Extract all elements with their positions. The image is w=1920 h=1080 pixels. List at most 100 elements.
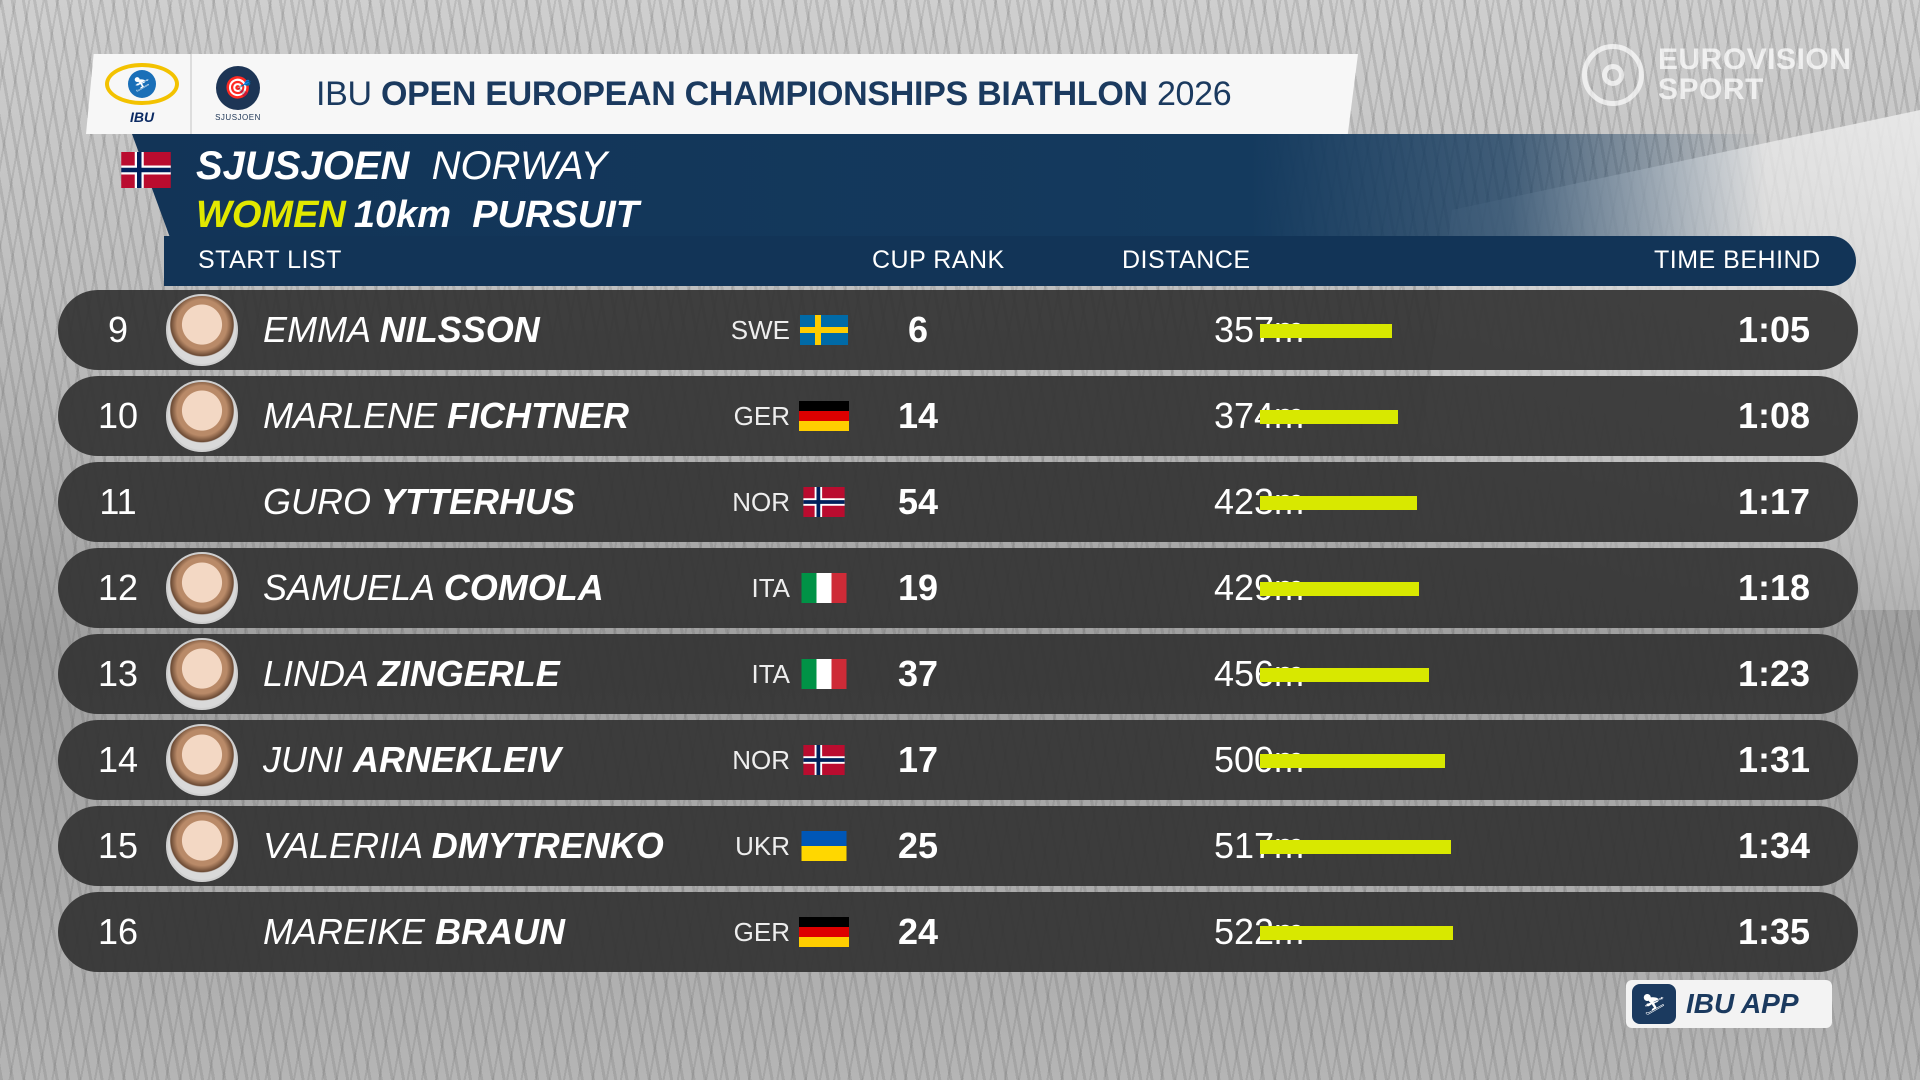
germany-flag-icon bbox=[798, 917, 850, 947]
time-behind-value: 1:18 bbox=[1737, 567, 1810, 608]
sweden-flag-icon bbox=[798, 315, 850, 345]
time-behind-value: 1:34 bbox=[1737, 825, 1810, 866]
nation-code: UKR bbox=[735, 831, 790, 861]
germany-flag-icon bbox=[798, 401, 850, 431]
norway-flag-icon bbox=[798, 487, 850, 517]
event-venue: SJUSJOEN NORWAY bbox=[196, 144, 607, 189]
athlete-first-name: EMMA bbox=[263, 309, 370, 350]
cup-rank-value: 37 bbox=[897, 653, 939, 694]
sjusjoen-logo-text: SJUSJOEN bbox=[215, 113, 261, 122]
cup-rank-value: 6 bbox=[907, 309, 929, 350]
distance-bar bbox=[1260, 410, 1398, 424]
athlete-name: VALERIIA DMYTRENKO bbox=[263, 806, 664, 886]
race-gender: WOMEN bbox=[196, 194, 346, 236]
athlete-name: LINDA ZINGERLE bbox=[263, 634, 560, 714]
athlete-name: MARLENE FICHTNER bbox=[263, 376, 629, 456]
athlete-name: SAMUELA COMOLA bbox=[263, 548, 604, 628]
norway-flag-icon bbox=[798, 745, 850, 775]
nation-code: NOR bbox=[732, 745, 790, 775]
eurovision-icon bbox=[1582, 44, 1644, 106]
athlete-last-name: DMYTRENKO bbox=[431, 825, 664, 866]
athlete-name: MAREIKE BRAUN bbox=[263, 892, 565, 972]
broadcaster-line2: SPORT bbox=[1658, 73, 1764, 106]
cup-rank-value: 19 bbox=[897, 567, 939, 608]
race-format: PURSUIT bbox=[472, 194, 639, 236]
time-behind-value: 1:17 bbox=[1737, 481, 1810, 522]
table-row: 16 MAREIKE BRAUN GER 24 522m 1:35 bbox=[58, 892, 1858, 972]
table-row: 13 LINDA ZINGERLE ITA 37 456m 1:23 bbox=[58, 634, 1858, 714]
athlete-photo bbox=[166, 466, 238, 538]
nation-code: ITA bbox=[751, 659, 790, 689]
column-header-row bbox=[164, 236, 1856, 286]
distance-bar bbox=[1260, 668, 1429, 682]
time-behind-value: 1:31 bbox=[1737, 739, 1810, 780]
nation-code: ITA bbox=[751, 573, 790, 603]
time-behind-value: 1:05 bbox=[1737, 309, 1810, 350]
venue-name: SJUSJOEN bbox=[196, 144, 410, 188]
start-bib: 10 bbox=[97, 395, 139, 436]
athlete-first-name: GURO bbox=[263, 481, 371, 522]
cup-rank-value: 54 bbox=[897, 481, 939, 522]
norway-flag-icon bbox=[121, 152, 171, 188]
sjusjoen-logo: 🎯 SJUSJOEN bbox=[190, 54, 284, 134]
distance-bar bbox=[1260, 582, 1419, 596]
time-behind-value: 1:08 bbox=[1737, 395, 1810, 436]
ibu-app-label: IBU APP bbox=[1686, 988, 1799, 1019]
distance-bar bbox=[1260, 496, 1417, 510]
time-behind-value: 1:35 bbox=[1737, 911, 1810, 952]
athlete-last-name: ARNEKLEIV bbox=[353, 739, 562, 780]
athlete-photo bbox=[166, 294, 238, 366]
ukraine-flag-icon bbox=[798, 831, 850, 861]
athlete-first-name: SAMUELA bbox=[263, 567, 434, 608]
athlete-photo bbox=[166, 724, 238, 796]
athlete-photo bbox=[166, 638, 238, 710]
start-list-header: START LIST bbox=[198, 246, 342, 274]
cup-rank-value: 25 bbox=[897, 825, 939, 866]
title-main: OPEN EUROPEAN CHAMPIONSHIPS BIATHLON bbox=[380, 75, 1148, 113]
athlete-photo bbox=[166, 810, 238, 882]
athlete-name: GURO YTTERHUS bbox=[263, 462, 575, 542]
ibu-app-badge: ⛷ IBU APP bbox=[1626, 980, 1832, 1028]
sjusjoen-shooter-icon: 🎯 bbox=[216, 66, 260, 110]
table-row: 10 MARLENE FICHTNER GER 14 374m 1:08 bbox=[58, 376, 1858, 456]
nation-code: SWE bbox=[730, 315, 790, 345]
championship-header-bar: ⛷ IBU 🎯 SJUSJOEN IBU OPEN EUROPEAN CHAMP… bbox=[86, 54, 1358, 134]
athlete-last-name: YTTERHUS bbox=[381, 481, 576, 522]
time-behind-value: 1:23 bbox=[1737, 653, 1810, 694]
athlete-name: EMMA NILSSON bbox=[263, 290, 540, 370]
cup-rank-header: CUP RANK bbox=[872, 246, 1005, 274]
distance-header: DISTANCE bbox=[1122, 246, 1251, 274]
ibu-biathlete-icon: ⛷ bbox=[105, 63, 179, 105]
venue-country: NORWAY bbox=[431, 144, 608, 188]
athlete-first-name: VALERIIA bbox=[263, 825, 422, 866]
distance-bar bbox=[1260, 926, 1453, 940]
time-behind-header: TIME BEHIND bbox=[1654, 246, 1821, 274]
start-bib: 15 bbox=[97, 825, 139, 866]
nation-code: NOR bbox=[732, 487, 790, 517]
title-year: 2026 bbox=[1156, 75, 1232, 113]
table-row: 9 EMMA NILSSON SWE 6 357m 1:05 bbox=[58, 290, 1858, 370]
broadcaster-line1: EUROVISION bbox=[1658, 43, 1852, 76]
nation-code: GER bbox=[733, 401, 790, 431]
distance-bar bbox=[1260, 840, 1451, 854]
ibu-logo: ⛷ IBU bbox=[96, 54, 188, 134]
table-row: 11 GURO YTTERHUS NOR 54 423m 1:17 bbox=[58, 462, 1858, 542]
ibu-logo-text: IBU bbox=[129, 109, 155, 125]
athlete-last-name: NILSSON bbox=[379, 309, 540, 350]
cup-rank-value: 17 bbox=[897, 739, 939, 780]
distance-bar bbox=[1260, 754, 1445, 768]
distance-bar bbox=[1260, 324, 1392, 338]
athlete-first-name: MARLENE bbox=[263, 395, 438, 436]
race-distance: 10km bbox=[353, 194, 452, 236]
italy-flag-icon bbox=[798, 573, 850, 603]
athlete-first-name: MAREIKE bbox=[263, 911, 426, 952]
athlete-first-name: JUNI bbox=[263, 739, 343, 780]
athlete-photo bbox=[166, 896, 238, 968]
athlete-last-name: COMOLA bbox=[443, 567, 604, 608]
start-bib: 13 bbox=[97, 653, 139, 694]
nation-code: GER bbox=[733, 917, 790, 947]
table-row: 12 SAMUELA COMOLA ITA 19 429m 1:18 bbox=[58, 548, 1858, 628]
italy-flag-icon bbox=[798, 659, 850, 689]
athlete-photo bbox=[166, 552, 238, 624]
table-row: 14 JUNI ARNEKLEIV NOR 17 500m 1:31 bbox=[58, 720, 1858, 800]
